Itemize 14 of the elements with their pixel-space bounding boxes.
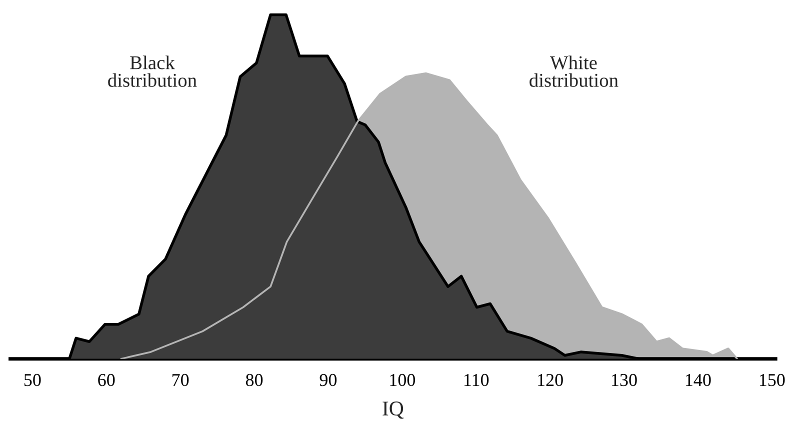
x-tick-label: 50 — [24, 374, 41, 386]
x-tick-label: 100 — [390, 374, 416, 386]
x-tick-label: 60 — [98, 374, 115, 386]
text: White distribution — [530, 56, 618, 87]
x-tick-label: 140 — [686, 374, 711, 386]
x-tick-label: 90 — [320, 374, 337, 386]
x-tick-label: 110 — [464, 374, 489, 386]
x-tick-label: 70 — [172, 374, 189, 386]
x-tick-label: 130 — [612, 374, 637, 386]
x-axis-title: IQ — [382, 402, 404, 419]
x-tick-label: 150 — [760, 374, 785, 386]
x-tick-label: 80 — [246, 374, 263, 386]
x-tick-label: 120 — [538, 374, 563, 386]
text: Black distribution — [108, 56, 197, 87]
